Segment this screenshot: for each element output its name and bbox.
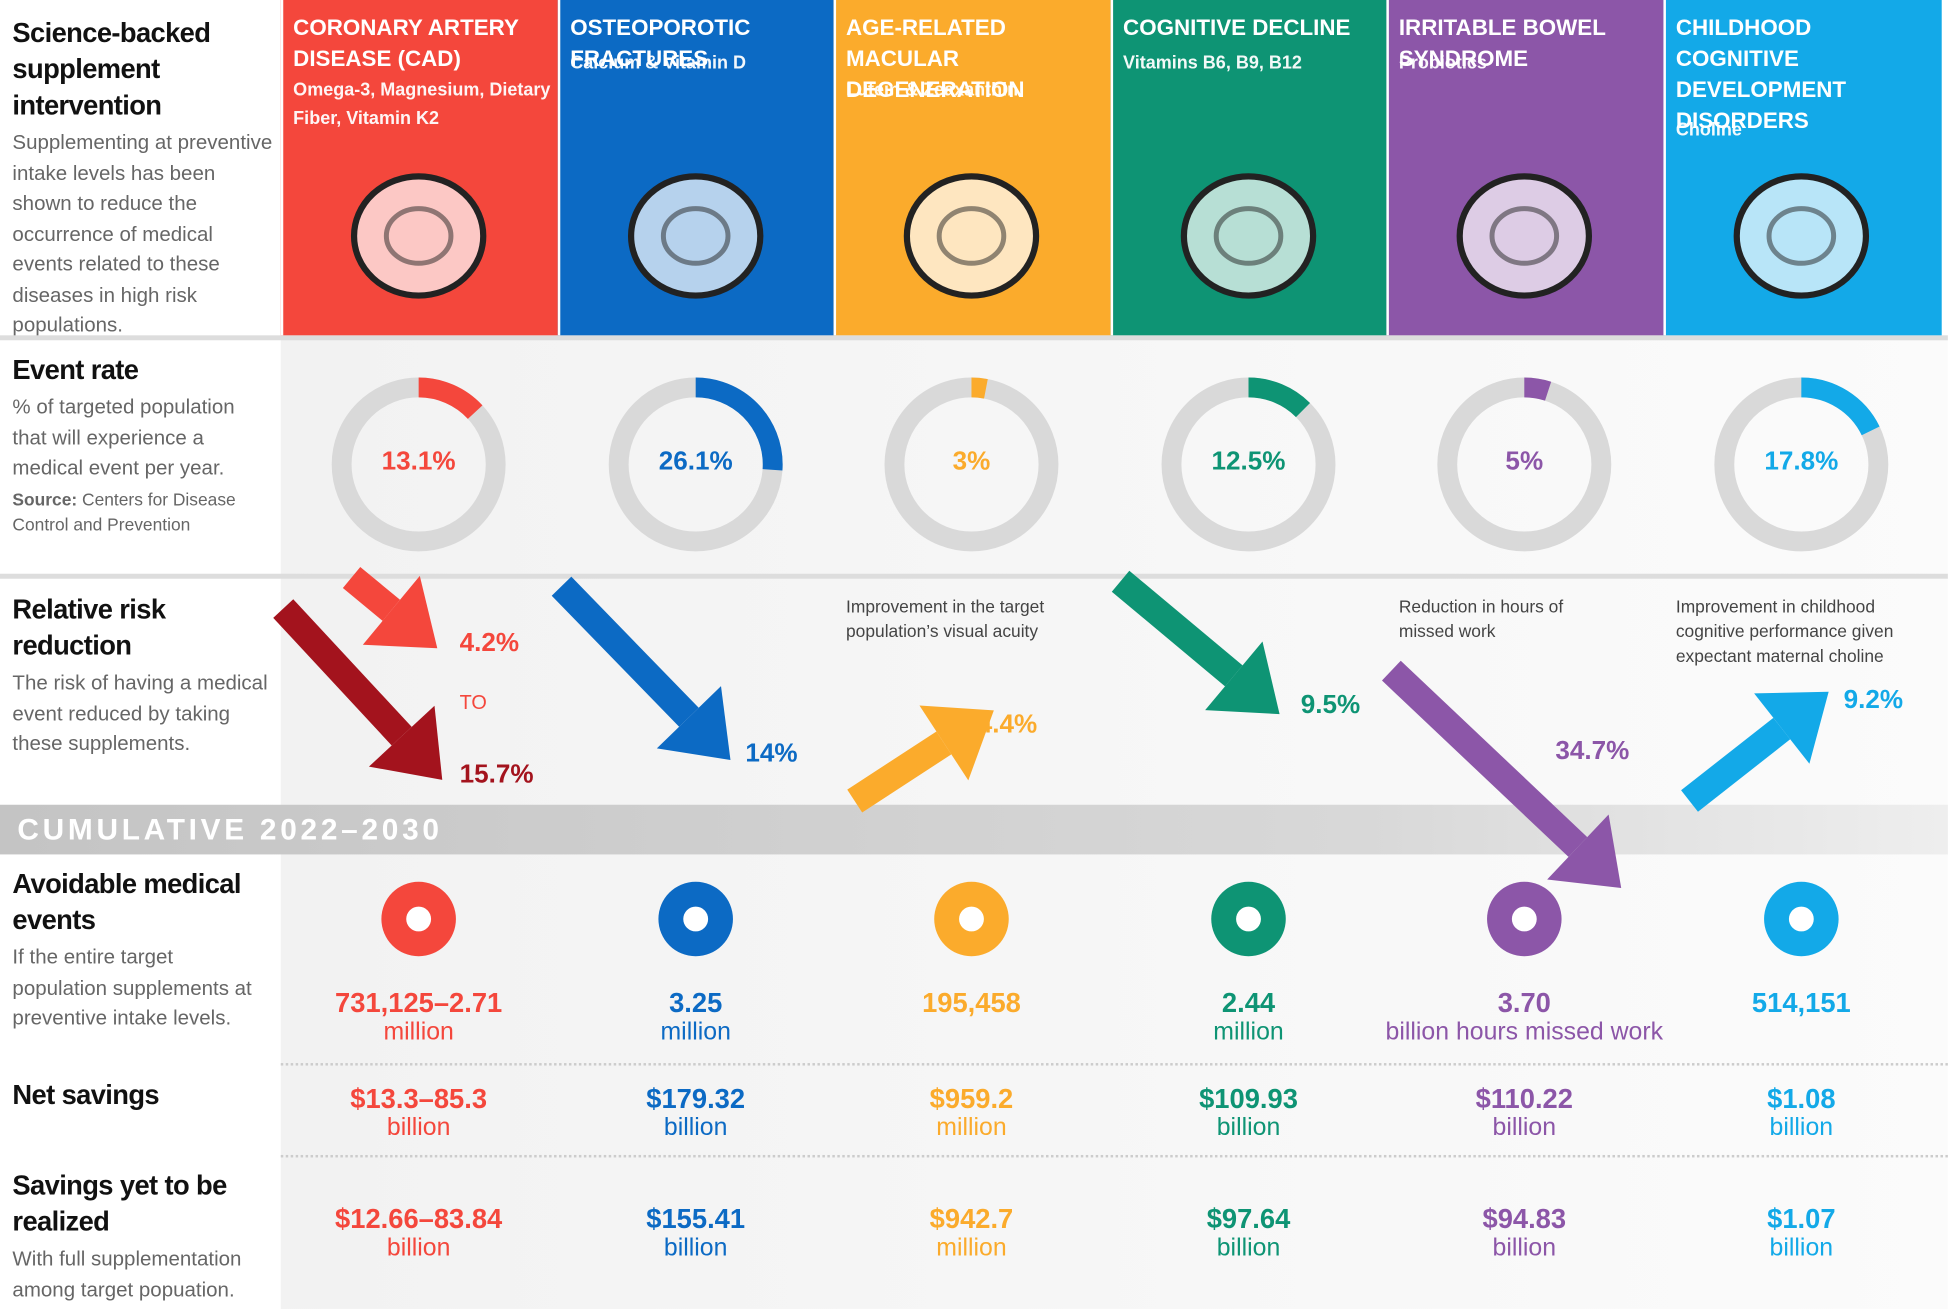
icon-detail — [1512, 907, 1537, 932]
donut — [1724, 387, 1878, 541]
icon — [1737, 176, 1866, 295]
icon-shape — [907, 176, 1036, 295]
icon-shape — [631, 176, 760, 295]
icon-shape — [1737, 176, 1866, 295]
arrow-shaft — [562, 586, 689, 717]
icon — [907, 176, 1036, 295]
infographic: Science-backed supplement intervention S… — [0, 0, 1948, 1309]
event-icon — [934, 882, 1009, 957]
arrow-shaft — [1121, 581, 1234, 676]
icon-shape — [354, 176, 483, 295]
event-icon — [658, 882, 733, 957]
icon — [1184, 176, 1313, 295]
arrow-shaft — [1690, 729, 1782, 801]
icon-detail — [959, 907, 984, 932]
donut — [1447, 387, 1601, 541]
arrow-shaft — [1391, 671, 1578, 847]
icon-detail — [1789, 907, 1814, 932]
icon-detail — [406, 907, 431, 932]
donut — [1171, 387, 1325, 541]
donut-track — [1447, 387, 1601, 541]
event-icon — [1487, 882, 1562, 957]
arrow-shaft — [352, 577, 392, 610]
donut — [619, 387, 773, 541]
donut — [894, 387, 1048, 541]
page: Science-backed supplement intervention S… — [0, 0, 1948, 1309]
icon — [1460, 176, 1589, 295]
icon-detail — [683, 907, 708, 932]
icon-shape — [1460, 176, 1589, 295]
event-icon — [381, 882, 456, 957]
donut — [342, 387, 496, 541]
icon — [631, 176, 760, 295]
event-icon — [1764, 882, 1839, 957]
event-icon — [1211, 882, 1286, 957]
icon-detail — [1236, 907, 1261, 932]
overlay — [0, 0, 1948, 1309]
icon — [354, 176, 483, 295]
arrow-shaft — [855, 743, 944, 801]
icon-shape — [1184, 176, 1313, 295]
donut-track — [894, 387, 1048, 541]
